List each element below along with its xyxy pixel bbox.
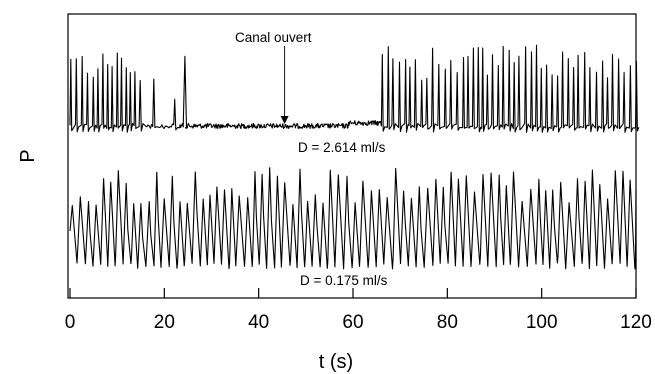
series-label-top: D = 2.614 ml/s [298,140,386,155]
x-axis-label: t (s) [319,351,353,373]
x-tick-label: 120 [620,312,652,333]
series-label-bottom: D = 0.175 ml/s [300,273,388,288]
y-axis-label: P [17,149,39,162]
x-tick-label: 100 [526,312,558,333]
x-tick-label: 80 [437,312,458,333]
plot-frame [67,13,637,299]
annotation-canal-ouvert: Canal ouvert [235,30,312,45]
x-tick-label: 60 [342,312,363,333]
x-tick-label: 0 [65,312,76,333]
x-tick-label: 40 [248,312,269,333]
x-tick-label: 20 [154,312,175,333]
series-line-top [69,44,640,133]
series-line-bottom [69,167,637,270]
x-axis-ticks: 0 20 40 60 80 100 120 [65,288,652,333]
annotation-arrow-head [280,116,289,124]
